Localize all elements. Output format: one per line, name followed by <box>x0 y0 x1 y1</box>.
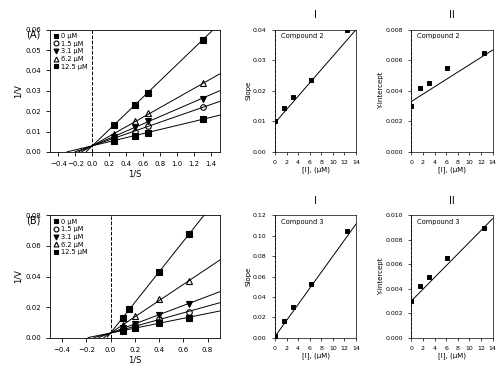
Text: I: I <box>314 10 317 20</box>
Text: Compound 2: Compound 2 <box>417 33 460 39</box>
Text: I: I <box>314 196 317 206</box>
Y-axis label: Slope: Slope <box>246 267 252 286</box>
Text: Compound 2: Compound 2 <box>280 33 323 39</box>
Text: Compound 3: Compound 3 <box>280 219 323 225</box>
Legend: 0 μM, 1.5 μM, 3.1 μM, 6.2 μM, 12.5 μM: 0 μM, 1.5 μM, 3.1 μM, 6.2 μM, 12.5 μM <box>52 32 90 71</box>
Y-axis label: Slope: Slope <box>246 81 252 101</box>
X-axis label: [I], (μM): [I], (μM) <box>302 352 330 359</box>
Y-axis label: 1/V: 1/V <box>14 84 22 98</box>
Y-axis label: Y-intercept: Y-intercept <box>378 258 384 295</box>
Text: Compound 3: Compound 3 <box>417 219 460 225</box>
Y-axis label: Y-intercept: Y-intercept <box>378 72 384 109</box>
Legend: 0 μM, 1.5 μM, 3.1 μM, 6.2 μM, 12.5 μM: 0 μM, 1.5 μM, 3.1 μM, 6.2 μM, 12.5 μM <box>52 217 90 257</box>
Text: (A): (A) <box>26 30 40 40</box>
Text: II: II <box>449 196 455 206</box>
Text: II: II <box>449 10 455 20</box>
X-axis label: [I], (μM): [I], (μM) <box>302 167 330 173</box>
Text: (B): (B) <box>26 216 40 226</box>
X-axis label: [I], (μM): [I], (μM) <box>438 167 466 173</box>
X-axis label: 1/S: 1/S <box>128 355 141 364</box>
X-axis label: 1/S: 1/S <box>128 170 141 179</box>
X-axis label: [I], (μM): [I], (μM) <box>438 352 466 359</box>
Y-axis label: 1/V: 1/V <box>14 270 22 283</box>
